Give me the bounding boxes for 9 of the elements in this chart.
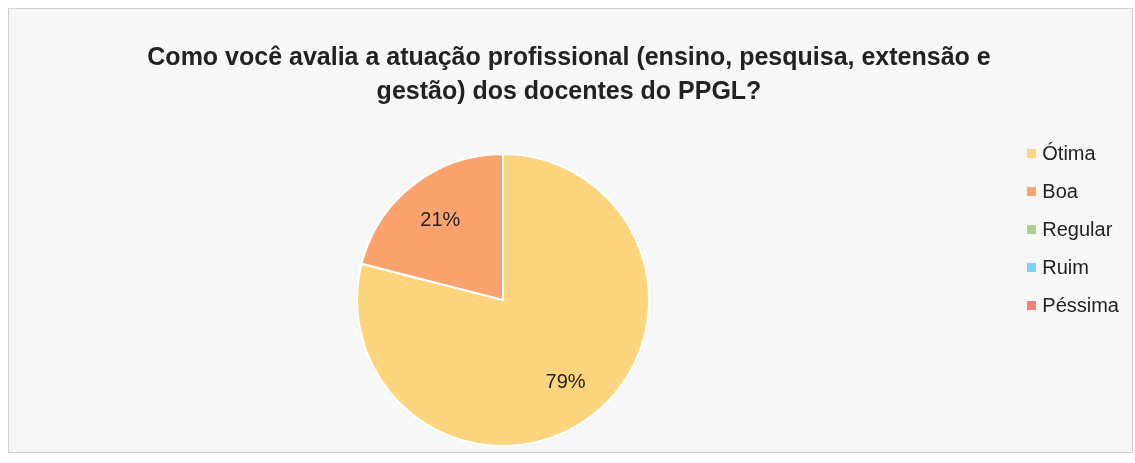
legend-label: Ótima <box>1042 141 1096 166</box>
legend-label: Péssima <box>1042 293 1119 318</box>
data-label: 21% <box>420 208 461 231</box>
legend-label: Boa <box>1042 179 1078 204</box>
chart-title: Como você avalia a atuação profissional (ensino, pesquisa, extensão e gestão) dos docentes do PPGL? <box>146 41 992 106</box>
pie-slice <box>356 153 650 447</box>
data-label: 79% <box>545 369 586 392</box>
legend-label: Ruim <box>1042 255 1089 280</box>
legend-label: Regular <box>1042 217 1113 242</box>
